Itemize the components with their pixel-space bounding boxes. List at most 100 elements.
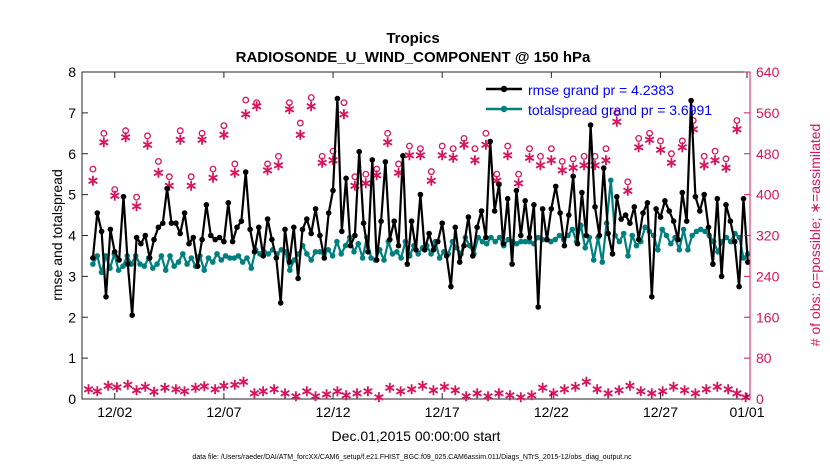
obs-assimilated-marker: ∗ <box>141 137 154 154</box>
spread-point <box>398 255 404 261</box>
rmse-point <box>491 208 498 214</box>
obs-assimilated-marker: ∗ <box>218 126 231 143</box>
obs-assimilated-marker: ∗ <box>643 131 656 148</box>
obs-assimilated-marker: ∗ <box>436 147 449 164</box>
spread-point <box>582 245 588 251</box>
rmse-point <box>736 283 742 290</box>
obs-low-marker: ∗ <box>645 385 658 402</box>
chart-title: Tropics <box>386 30 439 47</box>
rmse-point <box>408 218 415 224</box>
obs-possible-marker <box>657 137 664 145</box>
rmse-point <box>216 234 223 241</box>
spread-point <box>304 251 310 257</box>
obs-possible-marker <box>515 170 523 178</box>
obs-possible-marker <box>635 134 643 142</box>
obs-possible-marker <box>569 155 577 163</box>
rmse-point <box>181 210 188 216</box>
rmse-point <box>229 238 236 245</box>
obs-possible-marker <box>700 152 708 160</box>
rmse-point <box>443 253 450 259</box>
rmse-point <box>557 210 563 216</box>
obs-possible-marker <box>733 117 741 124</box>
obs-possible-marker <box>318 152 326 160</box>
rmse-point <box>299 226 306 233</box>
y-tick-label-right: 400 <box>756 187 780 203</box>
rmse-point <box>133 234 140 241</box>
rmse-point <box>644 200 651 206</box>
spread-point <box>616 238 623 245</box>
spread-point <box>171 263 177 270</box>
spread-point <box>642 224 648 231</box>
rmse-point <box>461 242 467 249</box>
spread-point <box>308 257 315 263</box>
obs-low-marker: ∗ <box>460 388 473 405</box>
rmse-point <box>339 228 345 235</box>
obs-assimilated-marker: ∗ <box>731 121 744 138</box>
spread-point <box>90 261 96 267</box>
y-axis-right: 0 80 160 240 320 400 480 560 640 <box>744 64 780 407</box>
obs-low-marker: ∗ <box>602 385 615 402</box>
rmse-point <box>186 240 192 247</box>
rmse-point <box>94 210 101 216</box>
spread-point <box>552 236 558 243</box>
spread-point <box>436 255 443 261</box>
rmse-point <box>373 257 380 263</box>
x-tick-label: 12/22 <box>534 404 569 420</box>
rmse-point <box>561 242 568 249</box>
rmse-point <box>90 255 96 261</box>
obs-low-marker: ∗ <box>384 380 397 397</box>
obs-assimilated-marker: ∗ <box>152 165 165 182</box>
spread-point <box>599 259 606 265</box>
obs-assimilated-marker: ∗ <box>545 152 558 169</box>
obs-assimilated-marker: ∗ <box>130 198 143 215</box>
rmse-point <box>173 220 179 226</box>
obs-low-marker: ∗ <box>547 385 560 402</box>
rmse-point <box>177 230 183 237</box>
spread-point <box>702 228 708 235</box>
obs-possible-marker <box>187 173 195 181</box>
obs-possible-marker <box>253 99 261 107</box>
obs-low-marker: ∗ <box>580 374 593 391</box>
obs-low-marker: ∗ <box>351 385 364 402</box>
rmse-point <box>470 253 476 259</box>
rmse-point <box>264 216 271 222</box>
y-axis-left-label: rmse and totalspread <box>49 169 65 301</box>
rmse-point <box>640 210 646 216</box>
spread-point <box>569 226 576 233</box>
spread-point <box>312 249 319 255</box>
rmse-point <box>614 193 620 200</box>
rmse-point <box>448 283 454 290</box>
obs-possible-marker <box>460 134 468 142</box>
rmse-point <box>509 261 515 267</box>
y-tick-label-left: 4 <box>68 228 76 244</box>
rmse-point <box>138 240 144 247</box>
obs-assimilated-marker: ∗ <box>425 172 438 189</box>
obs-possible-marker <box>275 152 282 160</box>
plot-area: ∗∗∗∗∗∗∗∗∗∗∗∗∗∗∗∗∗∗∗∗∗∗∗∗∗∗∗∗∗∗∗∗∗∗∗∗∗∗∗∗… <box>81 71 752 406</box>
rmse-point <box>317 232 323 239</box>
rmse-point <box>583 232 590 239</box>
obs-possible-marker <box>547 145 555 153</box>
obs-low-marker: ∗ <box>471 385 484 402</box>
obs-possible-marker <box>471 145 479 153</box>
obs-possible-marker <box>580 152 588 160</box>
rmse-point <box>312 206 319 212</box>
legend: rmse grand pr = 4.2383 totalspread grand… <box>486 82 712 118</box>
obs-possible-marker <box>504 142 512 150</box>
obs-possible-marker <box>558 157 566 165</box>
y-tick-label-right: 240 <box>756 268 780 284</box>
spread-point <box>162 267 169 274</box>
rmse-point <box>242 169 249 175</box>
obs-low-marker: ∗ <box>711 379 724 396</box>
obs-low-marker: ∗ <box>159 380 172 397</box>
obs-low-marker: ∗ <box>257 383 270 400</box>
spread-point <box>488 234 494 241</box>
spread-point <box>120 263 126 270</box>
rmse-point <box>282 226 288 233</box>
spread-point <box>235 253 242 259</box>
obs-low-marker: ∗ <box>536 380 549 397</box>
rmse-point <box>321 255 328 261</box>
x-tick-label: 12/27 <box>643 404 678 420</box>
obs-assimilated-marker: ∗ <box>403 147 416 164</box>
obs-possible-marker <box>526 145 533 153</box>
